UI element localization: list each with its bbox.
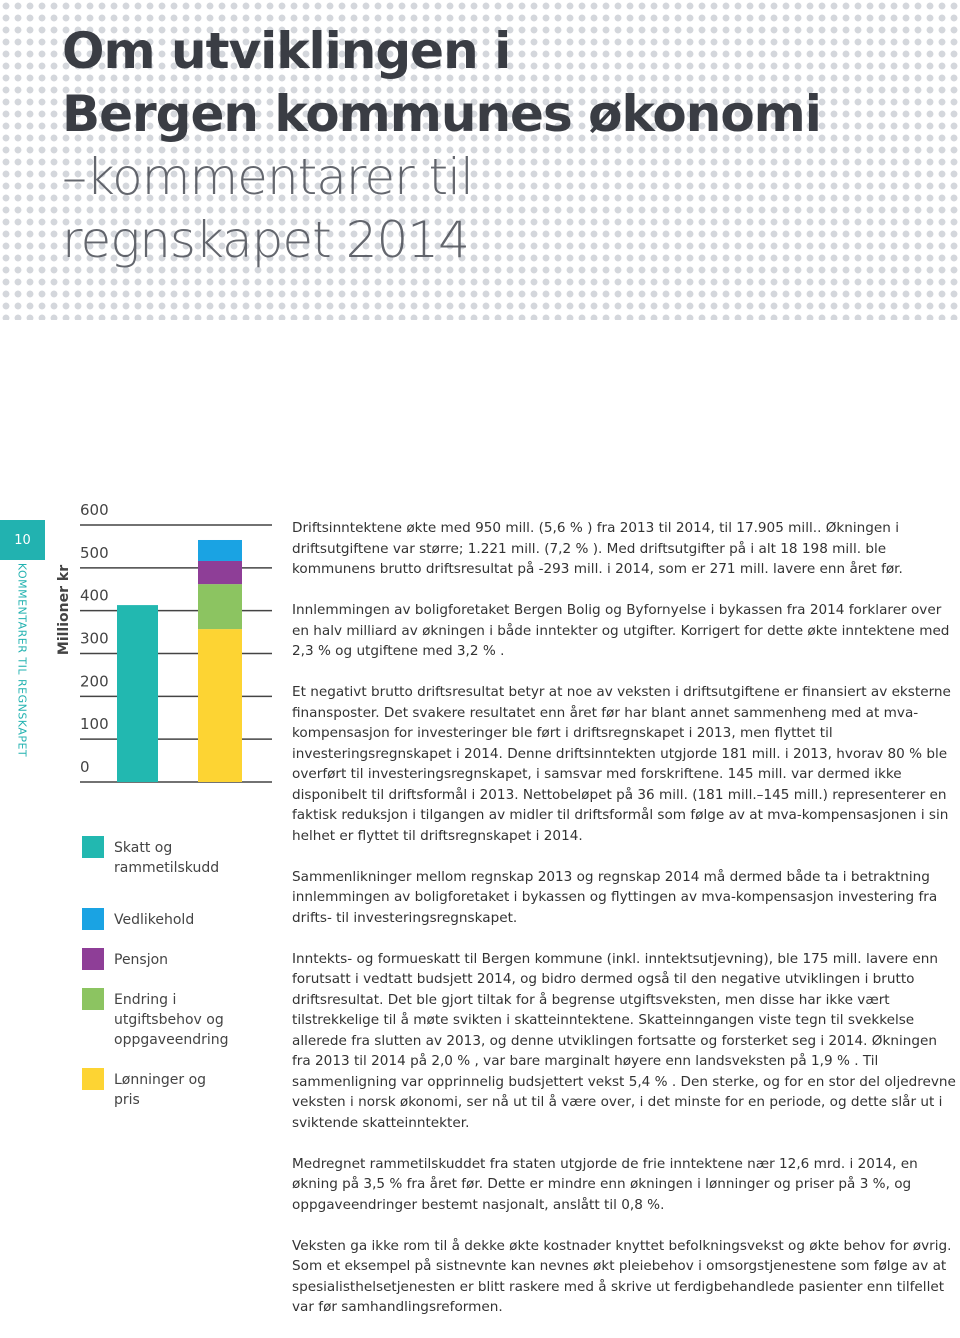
paragraph: Medregnet rammetilskuddet fra staten utg… [292,1155,918,1213]
bar-segment [198,584,242,630]
paragraph: Innlemmingen av boligforetaket Bergen Bo… [292,602,950,659]
legend-label: Pensjon [114,952,169,968]
legend-swatch [82,836,104,858]
legend-item: Vedlikehold [82,908,282,930]
y-axis-title: Millioner kr [56,565,72,655]
legend-label: Vedlikehold [114,912,195,928]
paragraph: Veksten ga ikke rom til å dekke økte kos… [292,1237,952,1316]
legend-label: Skatt og rammetilskudd [114,840,220,876]
y-tick-label: 300 [80,630,109,648]
bar-segment [198,629,242,782]
title-line: –kommentarer til [62,148,474,206]
paragraph: Inntekts- og formueskatt til Bergen komm… [292,950,956,1131]
body-text: Driftsinntektene økte med 950 mill. (5,6… [292,518,958,1338]
legend-label: Endring i utgiftsbehov og oppgaveendring [114,992,229,1048]
legend-swatch [82,948,104,970]
legend-swatch [82,988,104,1010]
page-number: 10 [0,520,45,560]
legend-item: Pensjon [82,948,282,970]
bar-segment [117,605,158,782]
legend-swatch [82,1068,104,1090]
y-tick-label: 0 [80,758,90,776]
legend-swatch [82,908,104,930]
y-tick-label: 600 [80,501,109,519]
paragraph: Et negativt brutto driftsresultat betyr … [292,684,951,844]
legend-item: Endring i utgiftsbehov og oppgaveendring [82,988,282,1050]
chart: Millioner kr 0 100 200 300 400 500 600 [56,501,272,783]
title: Om utviklingen i Bergen kommunes økonomi… [62,20,822,272]
legend-label: Lønninger og pris [114,1072,207,1108]
bar-segment [198,560,242,585]
bar-segment [198,539,242,561]
header: Om utviklingen i Bergen kommunes økonomi… [0,0,960,320]
title-line: Om utviklingen i [62,22,511,80]
title-line: Bergen kommunes økonomi [62,85,822,143]
y-tick-label: 400 [80,587,109,605]
y-tick-label: 500 [80,544,109,562]
paragraph: Driftsinntektene økte med 950 mill. (5,6… [292,520,903,577]
sidebar: 10 KOMMENTARER TIL REGNSKAPET [0,520,45,770]
legend: Skatt og rammetilskudd Vedlikehold Pensjon… [82,836,282,1110]
legend-item: Lønninger og pris [82,1068,282,1110]
y-tick-label: 100 [80,715,109,733]
y-tick-label: 200 [80,672,109,690]
legend-item: Skatt og rammetilskudd [82,836,282,878]
section-label: KOMMENTARER TIL REGNSKAPET [15,562,29,758]
title-line: regnskapet 2014 [62,211,470,269]
paragraph: Sammenlikninger mellom regnskap 2013 og … [292,868,938,926]
